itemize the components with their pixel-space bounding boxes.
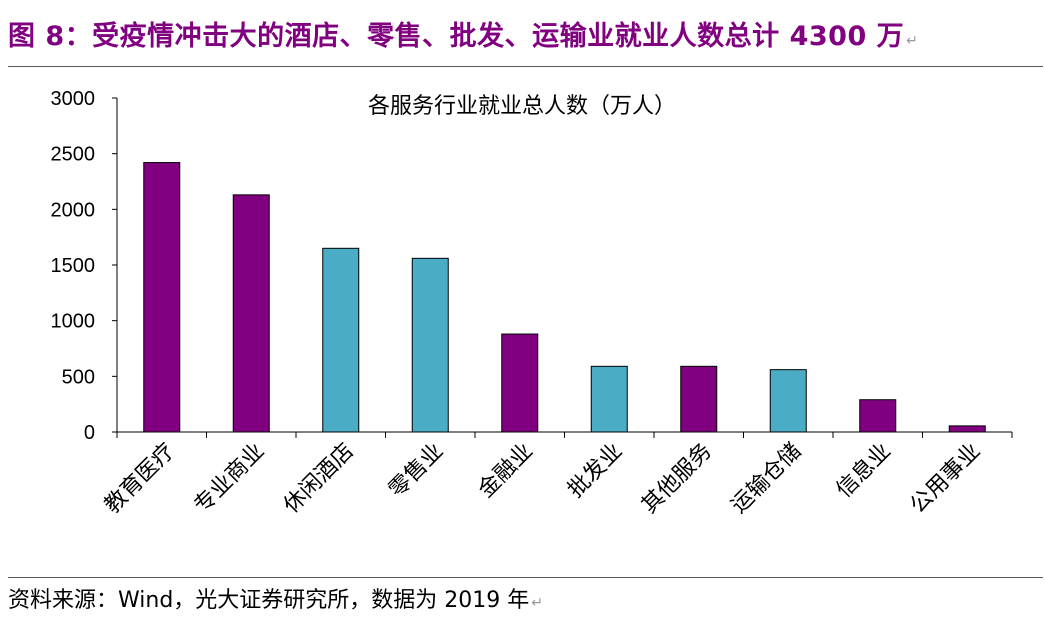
x-tick-label: 批发业: [563, 439, 627, 503]
y-tick-label: 1000: [51, 311, 96, 333]
bar: [501, 333, 539, 433]
title-divider: [8, 66, 1043, 67]
x-tick-label: 教育医疗: [100, 439, 180, 519]
bar-chart: 各服务行业就业总人数（万人） 050010001500200025003000 …: [51, 88, 1013, 519]
bar: [232, 194, 270, 433]
bar: [322, 247, 360, 433]
bar: [143, 162, 181, 433]
y-tick-label: 2500: [51, 144, 96, 166]
y-tick-label: 0: [84, 422, 95, 444]
x-axis: 教育医疗 专业商业 休闲酒店 零售业 金融业 批发业 其他服务 运输仓储 信息业 公用事业: [100, 431, 1013, 519]
paragraph-mark-icon: ↵: [906, 33, 919, 49]
x-tick-label: 信息业: [832, 439, 896, 503]
chart-title: 各服务行业就业总人数（万人）: [368, 94, 676, 119]
x-tick-label: 金融业: [474, 439, 538, 503]
bar: [680, 365, 718, 433]
bar: [859, 399, 897, 433]
x-tick-label: 运输仓储: [727, 439, 807, 519]
source-note: 资料来源：Wind，光大证券研究所，数据为 2019 年 ↵: [8, 582, 543, 614]
source-divider: [8, 577, 1043, 578]
bar: [590, 365, 628, 433]
x-tick-label: 公用事业: [906, 439, 986, 519]
bar: [948, 425, 986, 433]
y-axis: 0 500 1000 1500 2000 2500 3000: [51, 88, 118, 444]
paragraph-mark-icon: ↵: [531, 595, 544, 611]
x-tick-label: 休闲酒店: [279, 439, 359, 519]
y-tick-label: 500: [62, 366, 95, 388]
y-tick-label: 2000: [51, 199, 96, 221]
bar: [769, 369, 807, 433]
figure-title-text: 图 8：受疫情冲击大的酒店、零售、批发、运输业就业人数总计 4300 万: [8, 21, 905, 52]
bars-group: [143, 162, 986, 433]
y-tick-label: 3000: [51, 88, 96, 110]
y-tick-label: 1500: [51, 255, 96, 277]
source-text: 资料来源：Wind，光大证券研究所，数据为 2019 年: [8, 588, 530, 613]
figure-title: 图 8：受疫情冲击大的酒店、零售、批发、运输业就业人数总计 4300 万 ↵: [8, 14, 918, 53]
x-tick-label: 零售业: [384, 439, 448, 503]
bar: [411, 257, 449, 433]
x-tick-label: 专业商业: [190, 439, 270, 519]
x-tick-label: 其他服务: [637, 439, 717, 519]
